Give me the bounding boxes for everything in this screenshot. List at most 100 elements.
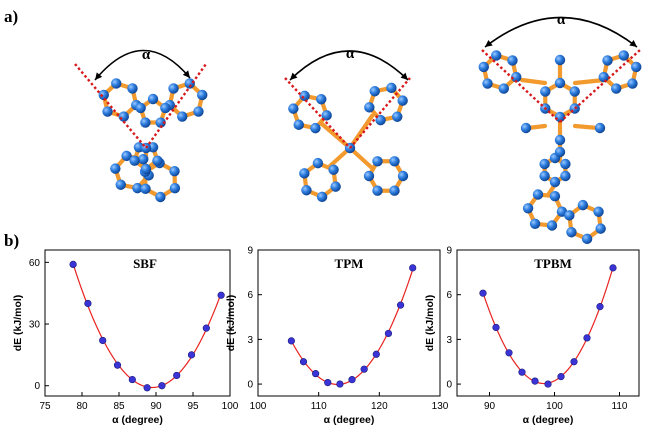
data-point: [113, 361, 122, 369]
y-tick-label: 9: [446, 246, 452, 257]
atom: [546, 220, 558, 231]
atom: [540, 86, 551, 97]
atom: [618, 50, 629, 61]
x-tick-label: 110: [311, 401, 327, 412]
data-point: [299, 358, 308, 366]
atom: [491, 50, 502, 61]
x-tick-label: 85: [113, 401, 125, 412]
data-point: [84, 299, 92, 308]
molecule-3: [478, 50, 642, 245]
atom: [539, 158, 550, 170]
atom: [115, 179, 126, 190]
x-axis-label: α (degree): [112, 414, 163, 426]
atom: [369, 86, 380, 97]
atom: [372, 156, 383, 167]
bond: [519, 77, 548, 86]
y-tick-label: 0: [247, 380, 253, 391]
data-point: [518, 368, 526, 376]
data-point: [187, 351, 196, 359]
alpha-label-1: α: [142, 47, 151, 63]
atom: [569, 86, 580, 97]
x-tick-label: 75: [39, 401, 51, 412]
atom: [372, 185, 383, 196]
data-point: [409, 264, 417, 272]
data-point: [544, 380, 552, 388]
x-tick-label: 100: [546, 401, 563, 412]
data-point: [531, 377, 539, 385]
atom: [498, 83, 509, 94]
atom: [539, 170, 550, 182]
atom: [566, 227, 577, 238]
molecule-2: [288, 82, 409, 203]
alpha-arc-2: [289, 50, 409, 81]
atom: [135, 102, 146, 114]
data-point: [287, 337, 295, 345]
data-point: [596, 303, 604, 311]
atom: [330, 181, 341, 192]
y-tick-label: 30: [29, 320, 41, 331]
alpha-label-3: α: [557, 12, 566, 28]
atom: [392, 111, 403, 122]
y-tick-label: 3: [247, 335, 253, 346]
atom: [560, 158, 571, 170]
atom: [312, 157, 324, 169]
atom: [155, 191, 166, 203]
atom: [627, 78, 638, 89]
chart-tpbm: 90 100 110 0 3 6 9 α (degree) dE (kJ/mol) TPBM: [424, 246, 640, 426]
atom: [564, 210, 575, 221]
atom: [581, 233, 593, 245]
y-axis-label: dE (kJ/mol): [424, 295, 436, 352]
atom: [482, 78, 493, 89]
atom: [522, 203, 534, 214]
atom: [375, 114, 386, 126]
atom: [102, 106, 113, 117]
x-tick-label: 100: [222, 401, 239, 412]
y-tick-label: 0: [446, 380, 452, 391]
atom: [316, 94, 327, 105]
atom: [529, 218, 541, 230]
atom: [177, 111, 188, 122]
data-point: [324, 378, 332, 387]
atom: [478, 61, 489, 73]
data-point: [202, 324, 210, 332]
atom: [364, 102, 375, 113]
arrowhead-right: [400, 72, 408, 80]
bond: [319, 121, 353, 151]
data-point: [384, 329, 393, 338]
data-point: [360, 365, 368, 373]
atom: [168, 83, 179, 94]
atom: [511, 71, 522, 83]
x-tick-label: 90: [484, 401, 496, 412]
atom: [577, 199, 589, 211]
molecule-tpbm: α: [478, 12, 642, 245]
atom: [138, 154, 149, 165]
atom: [299, 90, 310, 102]
atom: [602, 55, 613, 66]
y-tick-label: 0: [34, 381, 40, 392]
atom: [169, 182, 181, 194]
y-axis-label: dE (kJ/mol): [225, 295, 237, 352]
data-point: [492, 323, 500, 332]
atom: [554, 77, 566, 89]
atom: [118, 111, 129, 122]
atom: [397, 95, 408, 106]
x-tick-label: 120: [371, 401, 388, 412]
arrowhead-right: [629, 39, 637, 47]
atom: [132, 182, 143, 194]
y-tick-label: 9: [247, 246, 253, 257]
data-point: [609, 264, 617, 272]
atom: [554, 54, 566, 66]
atom: [631, 61, 642, 73]
atom: [598, 71, 609, 83]
atom: [554, 134, 566, 146]
atom: [127, 83, 138, 94]
angle-line: [284, 77, 351, 149]
data-point: [396, 301, 405, 309]
atom: [363, 170, 375, 182]
y-tick-label: 6: [446, 290, 452, 301]
data-point: [99, 336, 107, 345]
atom: [554, 111, 566, 123]
data-point: [336, 380, 344, 388]
atom: [310, 122, 321, 134]
